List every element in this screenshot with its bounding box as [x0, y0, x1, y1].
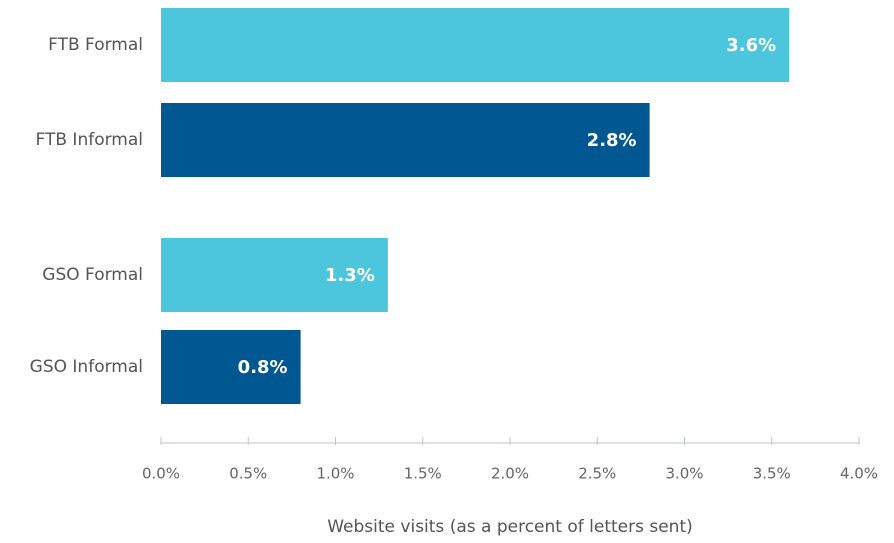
x-tick-label: 0.0%	[142, 465, 180, 483]
x-tick-label: 1.0%	[316, 465, 354, 483]
x-tick-label: 0.5%	[229, 465, 267, 483]
bar	[161, 8, 790, 82]
value-label: 1.3%	[325, 265, 375, 286]
category-label: GSO Formal	[42, 265, 143, 285]
x-tick-label: 3.0%	[665, 465, 703, 483]
x-tick-label: 2.0%	[491, 465, 529, 483]
x-tick-label: 2.5%	[578, 465, 616, 483]
category-label: GSO Informal	[30, 357, 143, 377]
bar	[161, 238, 388, 312]
value-label: 3.6%	[726, 35, 776, 56]
bar	[161, 330, 301, 404]
x-tick-label: 4.0%	[840, 465, 878, 483]
x-tick-label: 1.5%	[404, 465, 442, 483]
value-label: 2.8%	[587, 130, 637, 151]
category-label: FTB Informal	[36, 130, 144, 150]
x-tick-label: 3.5%	[753, 465, 791, 483]
category-label: FTB Formal	[48, 35, 143, 55]
bar	[161, 103, 650, 177]
x-axis-label: Website visits (as a percent of letters …	[327, 517, 693, 537]
value-label: 0.8%	[238, 357, 288, 378]
